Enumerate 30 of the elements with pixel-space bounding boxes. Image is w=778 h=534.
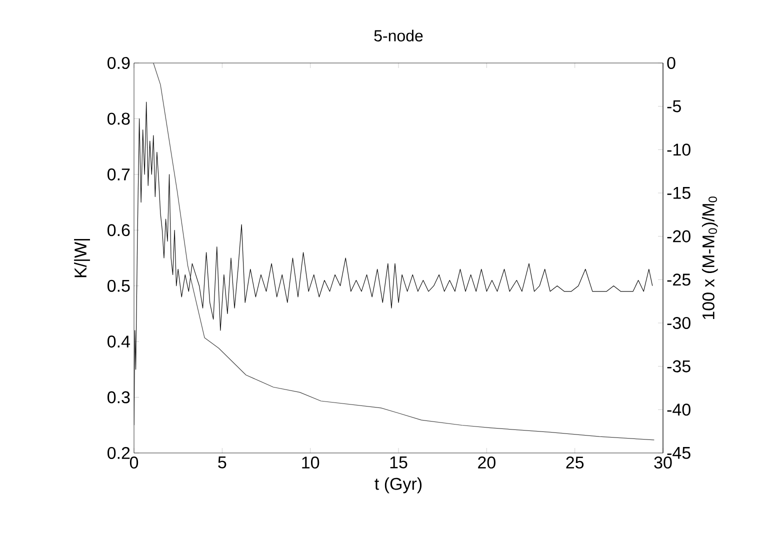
y2-tick-label: -40 (667, 404, 690, 416)
y2-tick-label: -20 (667, 230, 690, 242)
x-tick-label: 10 (302, 456, 320, 469)
x-tick-label: 5 (218, 456, 226, 468)
y2-tick-label: -5 (667, 100, 681, 112)
y-tick-label: 0.6 (108, 224, 130, 236)
line-series (153, 62, 654, 440)
x-tick-label: 20 (478, 456, 496, 469)
chart-title: 5-node (374, 30, 423, 42)
x-tick-label: 0 (130, 456, 138, 469)
y2-tick-label: -25 (667, 274, 690, 286)
y-tick-label: 0.2 (108, 446, 130, 460)
y-tick-label: 0.8 (108, 112, 130, 125)
y2-tick-label: -45 (667, 447, 690, 459)
y-axis-title: K/|W| (74, 239, 90, 278)
x-axis-title: t (Gyr) (374, 477, 422, 494)
y2-tick-label: -30 (667, 316, 690, 330)
y-tick-label: 0.4 (108, 336, 130, 348)
x-tick-label: 15 (390, 456, 408, 468)
y-tick-label: 0.7 (108, 168, 130, 180)
y2-tick-label: -10 (667, 144, 690, 156)
y-tick-label: 0.5 (108, 280, 130, 292)
y2-tick-label: -15 (667, 187, 690, 199)
y-tick-label: 0.9 (108, 56, 130, 70)
y2-tick-label: 0 (667, 56, 676, 70)
y2-tick-label: -35 (667, 360, 690, 372)
x-tick-label: 25 (566, 456, 584, 469)
y-tick-label: 0.3 (108, 391, 130, 404)
y2-axis-title: 100 x (M-M$_{0}$)/M$_{0}$ (702, 196, 718, 320)
x-tick-label: 30 (654, 456, 672, 469)
